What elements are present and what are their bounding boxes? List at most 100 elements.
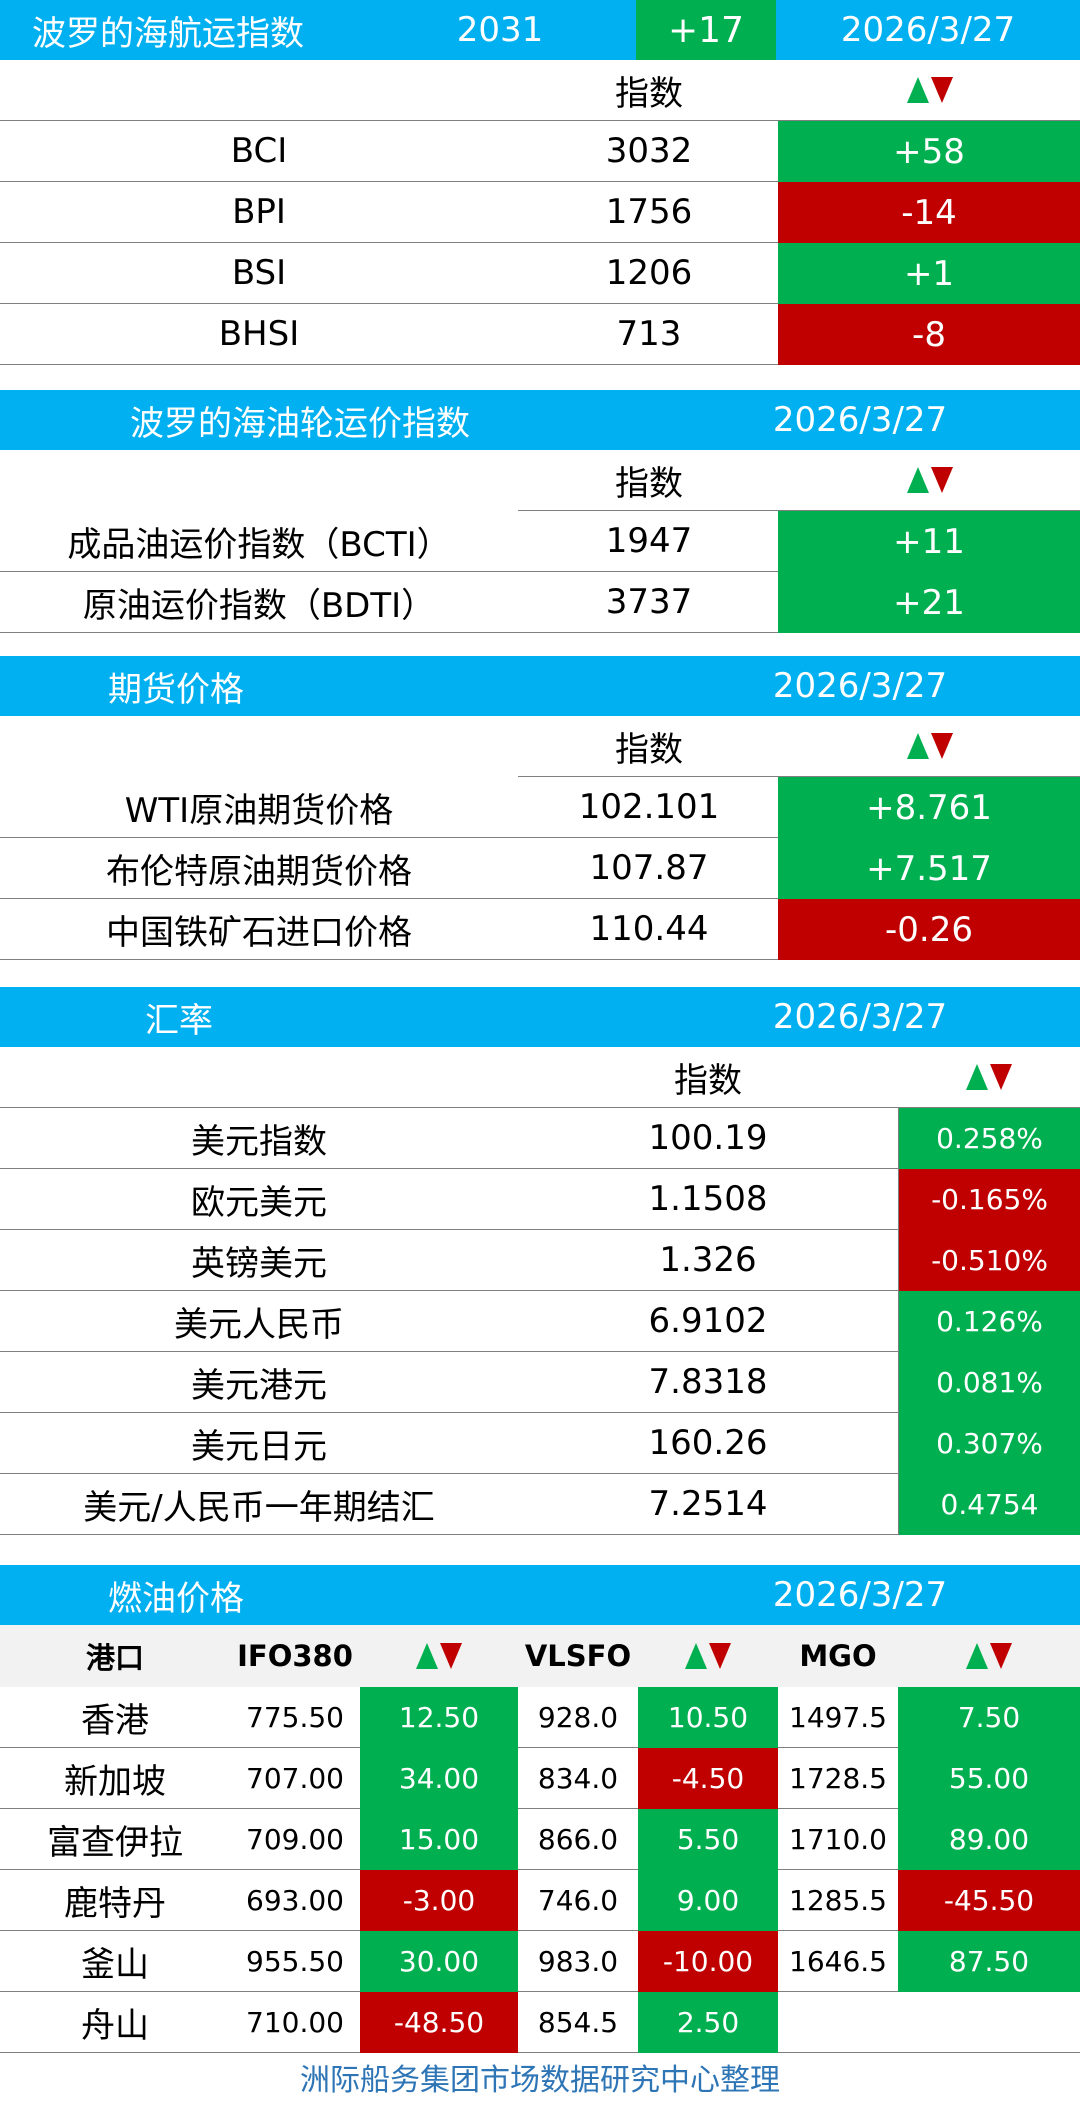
port-name: 舟山: [0, 1992, 230, 2053]
mgo-price: 1728.5: [778, 1748, 898, 1809]
mgo-price: 1646.5: [778, 1931, 898, 1992]
row-name: BCI: [0, 121, 518, 182]
ifo380-change: 30.00: [360, 1931, 518, 1992]
baltic-dry-date: 2026/3/27: [840, 10, 1016, 50]
row-value: 1.326: [518, 1230, 898, 1291]
row-value: 713: [518, 304, 780, 365]
baltic-dry-header: 波罗的海航运指数 2031 +17 2026/3/27: [0, 0, 1080, 60]
row-value: 160.26: [518, 1413, 898, 1474]
port-name: 鹿特丹: [0, 1870, 230, 1931]
baltic-dry-colhead: 指数: [0, 60, 1080, 121]
table-row: 成品油运价指数（BCTI） 1947 +11: [0, 511, 1080, 572]
ifo-up-down-icon: [360, 1625, 518, 1687]
vlsfo-up-down-icon: [638, 1625, 778, 1687]
ifo380-change: -3.00: [360, 1870, 518, 1931]
bunker-title: 燃油价格: [108, 1578, 244, 1619]
row-change: -0.26: [778, 899, 1080, 960]
ifo380-price: 710.00: [230, 1992, 360, 2053]
fx-header: 汇率 2026/3/27: [0, 987, 1080, 1047]
mgo-price: [778, 1992, 898, 2053]
row-name: 原油运价指数（BDTI）: [0, 572, 518, 633]
bunker-date: 2026/3/27: [772, 1575, 948, 1615]
row-value: 1947: [518, 511, 780, 572]
fx-colhead: 指数: [0, 1047, 1080, 1108]
triangle-up-icon: [907, 77, 929, 103]
table-row: 新加坡 707.00 34.00 834.0 -4.50 1728.5 55.00: [0, 1748, 1080, 1809]
mgo-price: 1710.0: [778, 1809, 898, 1870]
row-name: BSI: [0, 243, 518, 304]
triangle-up-icon: [907, 733, 929, 759]
baltic-dry-title: 波罗的海航运指数: [32, 13, 304, 54]
table-row: 英镑美元 1.326 -0.510%: [0, 1230, 1080, 1291]
vlsfo-price: 834.0: [518, 1748, 638, 1809]
table-row: 原油运价指数（BDTI） 3737 +21: [0, 572, 1080, 633]
ifo380-change: -48.50: [360, 1992, 518, 2053]
row-change: +8.761: [778, 777, 1080, 838]
vlsfo-price: 866.0: [518, 1809, 638, 1870]
baltic-dry-value: 2031: [456, 10, 544, 50]
row-value: 1.1508: [518, 1169, 898, 1230]
bunker-header: 燃油价格 2026/3/27: [0, 1565, 1080, 1625]
row-value: 3032: [518, 121, 780, 182]
table-row: 美元日元 160.26 0.307%: [0, 1413, 1080, 1474]
up-down-icon: [780, 450, 1080, 511]
ifo380-change: 15.00: [360, 1809, 518, 1870]
bunker-colhead: 港口 IFO380 VLSFO MGO: [0, 1625, 1080, 1687]
table-row: BSI 1206 +1: [0, 243, 1080, 304]
table-row: 布伦特原油期货价格 107.87 +7.517: [0, 838, 1080, 899]
up-down-icon: [898, 1047, 1080, 1108]
table-row: 美元人民币 6.9102 0.126%: [0, 1291, 1080, 1352]
ifo380-price: 709.00: [230, 1809, 360, 1870]
row-change: -0.165%: [898, 1169, 1080, 1230]
mgo-change: 87.50: [898, 1931, 1080, 1992]
table-row: BPI 1756 -14: [0, 182, 1080, 243]
port-column-label: 港口: [85, 1641, 144, 1675]
port-name: 釜山: [0, 1931, 230, 1992]
baltic-tanker-header: 波罗的海油轮运价指数 2026/3/27: [0, 390, 1080, 450]
mgo-change: 7.50: [898, 1687, 1080, 1748]
row-name: 布伦特原油期货价格: [0, 838, 518, 899]
baltic-tanker-colhead: 指数: [0, 450, 1080, 511]
futures-colhead: 指数: [0, 716, 1080, 777]
row-value: 7.2514: [518, 1474, 898, 1535]
port-name: 富查伊拉: [0, 1809, 230, 1870]
row-change: -14: [778, 182, 1080, 243]
row-name: WTI原油期货价格: [0, 777, 518, 838]
vlsfo-price: 854.5: [518, 1992, 638, 2053]
row-value: 7.8318: [518, 1352, 898, 1413]
row-name: BHSI: [0, 304, 518, 365]
table-row: 釜山 955.50 30.00 983.0 -10.00 1646.5 87.50: [0, 1931, 1080, 1992]
baltic-tanker-date: 2026/3/27: [772, 400, 948, 440]
baltic-dry-change: +17: [636, 0, 776, 60]
row-name: 美元/人民币一年期结汇: [0, 1474, 518, 1535]
row-value: 100.19: [518, 1108, 898, 1169]
row-name: 美元指数: [0, 1108, 518, 1169]
index-column-label: 指数: [518, 450, 780, 511]
vlsfo-change: 10.50: [638, 1687, 778, 1748]
row-change: -8: [778, 304, 1080, 365]
index-column-label: 指数: [518, 60, 780, 121]
row-change: +7.517: [778, 838, 1080, 899]
table-row: 美元港元 7.8318 0.081%: [0, 1352, 1080, 1413]
vlsfo-change: -10.00: [638, 1931, 778, 1992]
row-name: 美元日元: [0, 1413, 518, 1474]
ifo380-change: 34.00: [360, 1748, 518, 1809]
futures-title: 期货价格: [108, 669, 244, 710]
triangle-up-icon: [416, 1643, 438, 1669]
footer-credit: 洲际船务集团市场数据研究中心整理: [300, 2063, 780, 2098]
ifo380-price: 955.50: [230, 1931, 360, 1992]
futures-date: 2026/3/27: [772, 666, 948, 706]
index-column-label: 指数: [518, 716, 780, 777]
table-row: 美元/人民币一年期结汇 7.2514 0.4754: [0, 1474, 1080, 1535]
fx-title: 汇率: [145, 1000, 213, 1041]
vlsfo-column-label: VLSFO: [524, 1639, 632, 1673]
row-value: 6.9102: [518, 1291, 898, 1352]
ifo380-price: 775.50: [230, 1687, 360, 1748]
ifo380-column-label: IFO380: [237, 1639, 353, 1673]
table-row: 舟山 710.00 -48.50 854.5 2.50: [0, 1992, 1080, 2053]
fx-date: 2026/3/27: [772, 997, 948, 1037]
index-column-label: 指数: [518, 1047, 898, 1108]
triangle-up-icon: [966, 1064, 988, 1090]
vlsfo-change: 5.50: [638, 1809, 778, 1870]
